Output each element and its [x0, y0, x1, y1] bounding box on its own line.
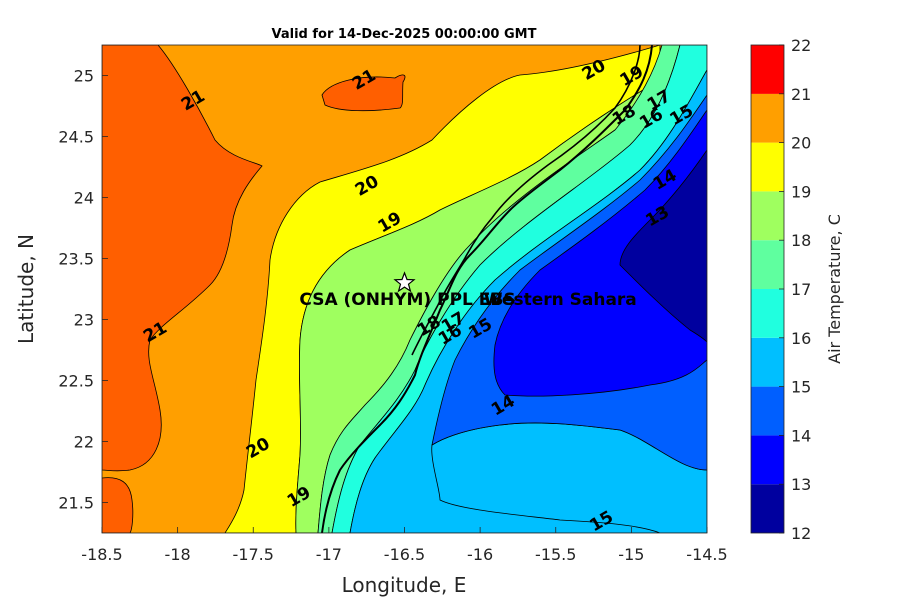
x-tick-label: -18.5: [81, 545, 122, 564]
colorbar-tick-label: 12: [791, 524, 811, 543]
colorbar-band-14: [751, 386, 784, 436]
colorbar-tick-label: 16: [791, 329, 811, 348]
colorbar-band-12: [751, 484, 784, 533]
y-tick-label: 21.5: [58, 494, 94, 513]
chart-title: Valid for 14-Dec-2025 00:00:00 GMT: [272, 27, 537, 42]
y-tick-label: 24: [74, 189, 94, 208]
colorbar-band-15: [751, 337, 784, 387]
x-tick-label: -15.5: [535, 545, 576, 564]
station-label: CSA (ONHYM) PPL EBS: [299, 290, 515, 310]
y-tick-label: 24.5: [58, 128, 94, 147]
colorbar-tick-label: 22: [791, 36, 811, 55]
colorbar-tick-label: 21: [791, 85, 811, 104]
y-axis: 21.5 22 22.5 23 23.5 24 24.5 25: [58, 67, 108, 513]
x-axis: -18.5 -18 -17.5 -17 -16.5 -16 -15.5 -15 -14.5: [81, 527, 728, 564]
region-label: Western Sahara: [484, 290, 637, 310]
x-tick-label: -18: [165, 545, 191, 564]
y-axis-label: Latitude, N: [14, 234, 38, 344]
x-tick-label: -16: [467, 545, 493, 564]
band-21-22-southwest: [102, 477, 134, 533]
colorbar-band-16: [751, 289, 784, 338]
colorbar-band-13: [751, 435, 784, 485]
colorbar-band-20: [751, 93, 784, 143]
colorbar-band-18: [751, 191, 784, 241]
colorbar-label: Air Temperature, C: [825, 214, 844, 364]
colorbar-tick-label: 20: [791, 134, 811, 153]
coastline-inner: [411, 45, 641, 356]
band-12-13: [619, 149, 707, 343]
x-tick-label: -17: [316, 545, 342, 564]
x-axis-label: Longitude, E: [342, 573, 467, 597]
y-tick-label: 25: [74, 67, 94, 86]
y-tick-label: 22.5: [58, 372, 94, 391]
coastline: [321, 45, 653, 533]
colorbar-tick-label: 13: [791, 475, 811, 494]
band-13-14: [493, 109, 707, 397]
band-21-22-north: [321, 74, 406, 112]
y-tick-label: 22: [74, 433, 94, 452]
contour-fill-layer: [102, 45, 707, 533]
colorbar-tick-label: 18: [791, 231, 811, 250]
x-tick-label: -15: [618, 545, 644, 564]
band-21-22-west: [102, 45, 263, 472]
colorbar-band-top: [751, 45, 784, 94]
colorbar-band-19: [751, 142, 784, 192]
x-tick-label: -16.5: [384, 545, 425, 564]
y-tick-label: 23: [74, 311, 94, 330]
colorbar-tick-label: 17: [791, 280, 811, 299]
x-tick-label: -14.5: [686, 545, 727, 564]
colorbar-tick-label: 19: [791, 182, 811, 201]
colorbar-band-17: [751, 240, 784, 289]
star-marker-icon: [393, 271, 416, 293]
x-tick-label: -17.5: [233, 545, 274, 564]
colorbar-tick-label: 15: [791, 378, 811, 397]
y-tick-label: 23.5: [58, 250, 94, 269]
colorbar-tick-label: 14: [791, 426, 811, 445]
colorbar: 12 13 14 15 16 17 18 19 20 21 22: [750, 36, 811, 543]
